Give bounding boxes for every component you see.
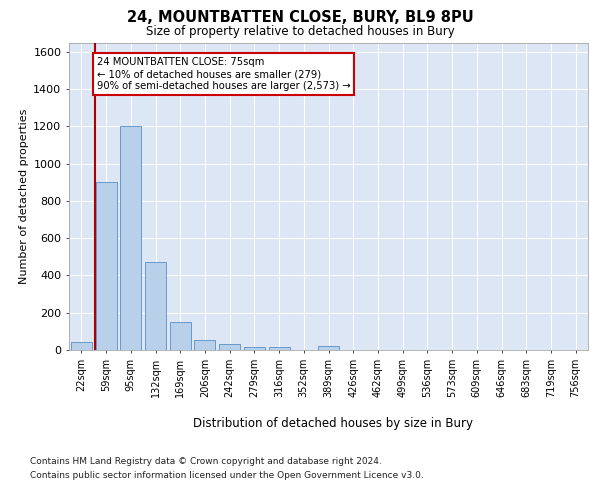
Bar (219, 344, 240, 350)
Text: Distribution of detached houses by size in Bury: Distribution of detached houses by size … (193, 418, 473, 430)
Text: Contains HM Land Registry data © Crown copyright and database right 2024.: Contains HM Land Registry data © Crown c… (30, 458, 382, 466)
Bar (269, 346, 290, 350)
Bar (95, 182, 116, 350)
Bar (194, 340, 215, 350)
Text: 24 MOUNTBATTEN CLOSE: 75sqm
← 10% of detached houses are smaller (279)
90% of se: 24 MOUNTBATTEN CLOSE: 75sqm ← 10% of det… (97, 58, 350, 90)
Bar (145, 262, 166, 350)
Text: Contains public sector information licensed under the Open Government Licence v3: Contains public sector information licen… (30, 471, 424, 480)
Bar (120, 126, 141, 350)
Bar (244, 346, 265, 350)
Y-axis label: Number of detached properties: Number of detached properties (19, 108, 29, 284)
Bar (71, 342, 92, 350)
Bar (170, 322, 191, 350)
Text: 24, MOUNTBATTEN CLOSE, BURY, BL9 8PU: 24, MOUNTBATTEN CLOSE, BURY, BL9 8PU (127, 10, 473, 25)
Text: Size of property relative to detached houses in Bury: Size of property relative to detached ho… (146, 25, 454, 38)
Bar (318, 346, 339, 350)
